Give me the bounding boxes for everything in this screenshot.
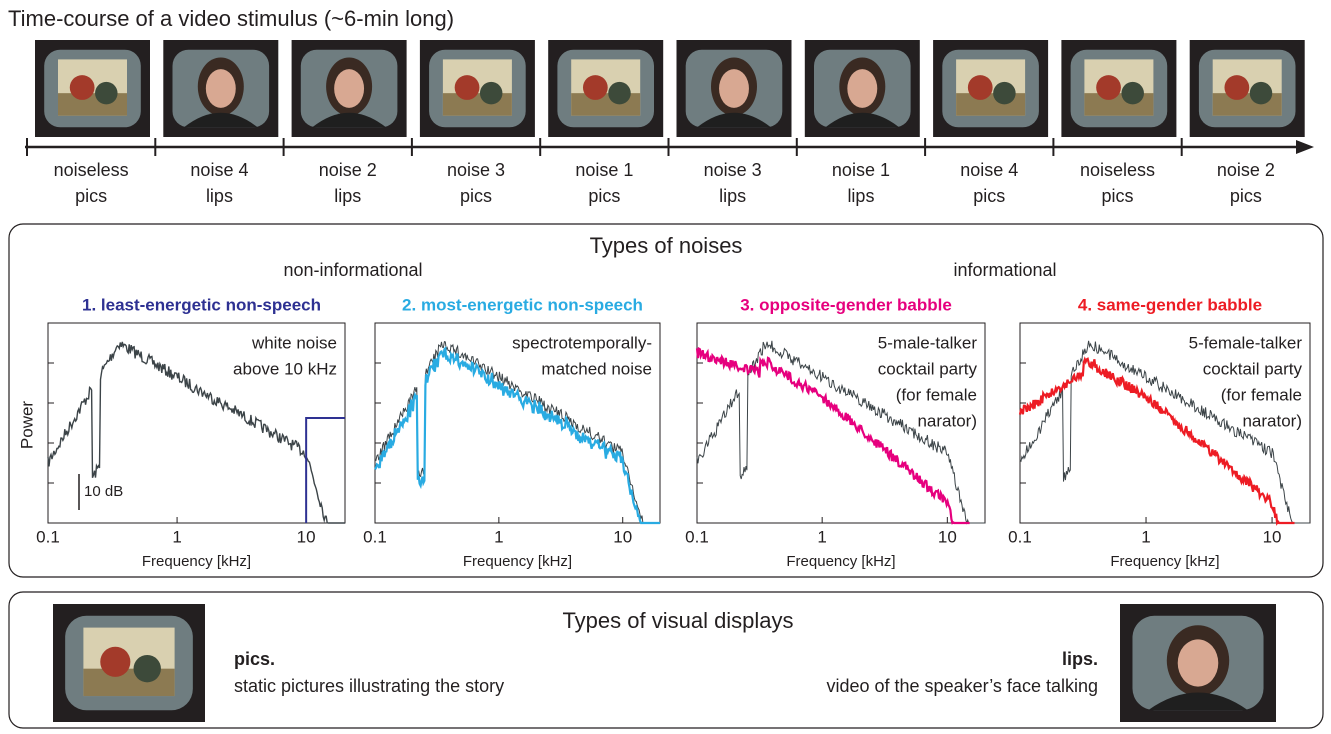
pic-figure xyxy=(993,82,1016,105)
panel-title: 2. most-energetic non-speech xyxy=(402,295,643,314)
x-tick-label: 0.1 xyxy=(363,527,387,546)
annotation: cocktail party xyxy=(1203,359,1303,378)
x-tick-label: 0.1 xyxy=(685,527,709,546)
pic-figure xyxy=(95,82,118,105)
face xyxy=(847,69,877,108)
timeline-title: Time-course of a video stimulus (~6-min … xyxy=(8,6,454,31)
thumbnail xyxy=(420,40,535,137)
display-description: video of the speaker’s face talking xyxy=(826,676,1098,696)
x-axis-label: Frequency [kHz] xyxy=(1110,553,1219,570)
annotation: white noise xyxy=(251,333,337,352)
pic-figure xyxy=(100,647,130,677)
x-tick-label: 10 xyxy=(938,527,957,546)
thumbnail xyxy=(548,40,663,137)
x-tick-label: 10 xyxy=(297,527,316,546)
x-tick-label: 1 xyxy=(1141,527,1150,546)
x-tick-label: 1 xyxy=(817,527,826,546)
segment-noise: noise 2 xyxy=(319,160,377,180)
pic-figure xyxy=(968,75,993,100)
x-tick-label: 0.1 xyxy=(1008,527,1032,546)
segment-display: lips xyxy=(847,186,874,206)
scale-label: 10 dB xyxy=(84,483,123,500)
thumbnail xyxy=(1061,40,1176,137)
segment-display: pics xyxy=(973,186,1005,206)
segment-noise: noise 3 xyxy=(447,160,505,180)
thumbnail xyxy=(1190,40,1305,137)
display-description: static pictures illustrating the story xyxy=(234,676,504,696)
x-tick-label: 1 xyxy=(494,527,503,546)
x-axis-label: Frequency [kHz] xyxy=(786,553,895,570)
annotation: 5-female-talker xyxy=(1189,333,1303,352)
annotation: narator) xyxy=(917,411,977,430)
segment-noise: noise 3 xyxy=(704,160,762,180)
x-axis-label: Frequency [kHz] xyxy=(463,553,572,570)
face xyxy=(1178,639,1219,686)
y-axis-label: Power xyxy=(17,401,36,450)
figure: Time-course of a video stimulus (~6-min … xyxy=(0,0,1331,734)
noise-box xyxy=(9,224,1323,577)
face xyxy=(719,69,749,108)
segment-display: pics xyxy=(588,186,620,206)
segment-display: lips xyxy=(334,186,361,206)
x-tick-label: 10 xyxy=(613,527,632,546)
thumbnail xyxy=(1120,604,1276,722)
annotation: (for female xyxy=(896,385,977,404)
segment-display: pics xyxy=(460,186,492,206)
segment-noise: noiseless xyxy=(1080,160,1155,180)
pic-figure xyxy=(1250,82,1273,105)
thumbnail xyxy=(53,604,205,722)
face xyxy=(206,69,236,108)
displays-title: Types of visual displays xyxy=(562,608,793,633)
segment-noise: noise 4 xyxy=(960,160,1018,180)
noise-spectrum xyxy=(1020,359,1295,523)
segment-display: pics xyxy=(75,186,107,206)
face xyxy=(334,69,364,108)
pic-figure xyxy=(134,655,161,682)
annotation: (for female xyxy=(1221,385,1302,404)
annotation: 5-male-talker xyxy=(878,333,978,352)
thumbnail xyxy=(677,40,792,137)
pic-figure xyxy=(1224,75,1249,100)
pic-figure xyxy=(480,82,503,105)
annotation: above 10 kHz xyxy=(233,359,337,378)
annotation: spectrotemporally- xyxy=(512,333,652,352)
segment-display: lips xyxy=(719,186,746,206)
timeline-arrow xyxy=(1296,140,1314,154)
thumbnail xyxy=(805,40,920,137)
display-name: pics. xyxy=(234,649,275,669)
pic-figure xyxy=(583,75,608,100)
segment-noise: noise 4 xyxy=(190,160,248,180)
annotation: cocktail party xyxy=(878,359,978,378)
segment-noise: noise 1 xyxy=(575,160,633,180)
pic-figure xyxy=(1121,82,1144,105)
display-name: lips. xyxy=(1062,649,1098,669)
x-tick-label: 10 xyxy=(1263,527,1282,546)
noises-title: Types of noises xyxy=(590,233,743,258)
pic-figure xyxy=(70,75,95,100)
x-tick-label: 0.1 xyxy=(36,527,60,546)
segment-noise: noiseless xyxy=(54,160,129,180)
panel-title: 1. least-energetic non-speech xyxy=(82,295,321,314)
panel-title: 4. same-gender babble xyxy=(1078,295,1262,314)
group-label: non-informational xyxy=(283,260,422,280)
panel-title: 3. opposite-gender babble xyxy=(740,295,952,314)
annotation: matched noise xyxy=(541,359,652,378)
segment-noise: noise 1 xyxy=(832,160,890,180)
pic-ground xyxy=(83,669,174,696)
pic-figure xyxy=(608,82,631,105)
group-label: informational xyxy=(953,260,1056,280)
segment-display: lips xyxy=(206,186,233,206)
thumbnail xyxy=(292,40,407,137)
segment-display: pics xyxy=(1230,186,1262,206)
pic-figure xyxy=(1096,75,1121,100)
pic-figure xyxy=(455,75,480,100)
thumbnail xyxy=(35,40,150,137)
segment-display: pics xyxy=(1102,186,1134,206)
segment-noise: noise 2 xyxy=(1217,160,1275,180)
x-axis-label: Frequency [kHz] xyxy=(142,553,251,570)
annotation: narator) xyxy=(1242,411,1302,430)
x-tick-label: 1 xyxy=(172,527,181,546)
thumbnail xyxy=(163,40,278,137)
thumbnail xyxy=(933,40,1048,137)
